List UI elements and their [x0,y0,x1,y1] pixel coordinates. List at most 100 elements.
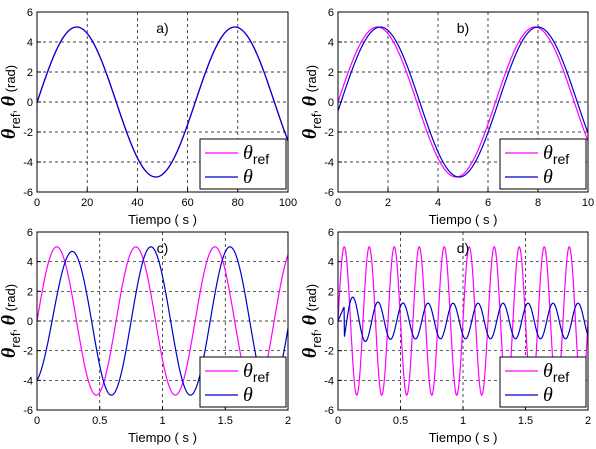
x-tick-label: 20 [81,197,93,209]
legend-box [499,356,587,408]
legend-symbol: θ [243,166,253,188]
legend-symbol: θ [543,142,553,164]
y-tick-label: 4 [27,37,33,49]
y-tick-label: -6 [324,405,334,417]
y-tick-label: 6 [328,227,334,239]
y-tick-label: -4 [324,375,334,387]
x-tick-label: 40 [131,197,143,209]
y-tick-label: 4 [27,257,33,269]
axes-frame [36,11,289,193]
y-label-theta: θ [0,95,20,106]
y-label-separator: , [304,325,319,332]
legend-box [499,138,587,190]
y-label-theta-ref: θ [0,347,20,358]
y-tick-label: 6 [27,227,33,239]
series-line-theta [337,296,589,343]
panel-label: a) [156,20,168,36]
x-tick-label: 0 [335,415,341,427]
y-axis-label: θref, θ (rad) [0,65,23,139]
legend-box [199,138,287,190]
legend-entry: θ [543,384,553,406]
legend-symbol: θ [243,384,253,406]
series-line-theta [36,246,289,396]
y-label-subscript: ref [8,113,23,129]
axes-frame [337,11,589,193]
y-tick-label: 0 [328,97,334,109]
x-tick-label: 2 [285,415,291,427]
y-tick-label: 2 [328,67,334,79]
y-label-subscript: ref [309,113,324,129]
x-axis-label: Tiempo ( s ) [128,212,197,227]
y-label-theta: θ [299,95,321,106]
y-tick-label: 0 [27,97,33,109]
y-label-unit: (rad) [304,284,319,315]
x-tick-label: 100 [279,197,297,209]
y-tick-label: -4 [324,157,334,169]
y-tick-label: 6 [328,7,334,19]
x-axis-label: Tiempo ( s ) [128,430,197,445]
axes-frame [337,231,589,411]
y-label-separator: , [3,106,18,113]
axes-frame [36,231,289,411]
legend-symbol: θ [543,360,553,382]
x-axis-label-text: Tiempo [128,212,171,227]
legend-symbol: θ [543,384,553,406]
y-label-unit: (rad) [304,65,319,96]
y-axis-label: θref, θ (rad) [0,284,23,358]
x-tick-label: 1 [159,415,165,427]
panel-label: c) [157,240,169,256]
y-tick-label: 4 [328,257,334,269]
y-tick-label: 2 [27,67,33,79]
y-label-theta: θ [0,314,20,325]
legend-subscript: ref [253,369,269,385]
legend-subscript: ref [553,151,569,167]
x-tick-label: 1 [460,415,466,427]
x-axis-label-unit: ( s ) [471,212,497,227]
legend-box [199,356,287,408]
y-tick-label: -2 [23,127,33,139]
y-tick-label: 0 [27,316,33,328]
y-label-theta-ref: θ [0,128,20,139]
x-tick-label: 0 [34,197,40,209]
y-label-theta: θ [299,314,321,325]
x-axis-label-text: Tiempo [128,430,171,445]
y-label-unit: (rad) [3,65,18,96]
legend-symbol: θ [243,360,253,382]
y-tick-label: -6 [23,187,33,199]
y-tick-label: 4 [328,37,334,49]
y-label-subscript: ref [8,332,23,348]
legend-entry: θ [243,166,253,188]
legend-symbol: θ [543,166,553,188]
y-label-separator: , [3,325,18,332]
x-tick-label: 1.5 [218,415,233,427]
x-tick-label: 4 [435,197,441,209]
panel-label: d) [457,240,469,256]
y-label-separator: , [304,106,319,113]
x-tick-label: 1.5 [518,415,533,427]
y-tick-label: -6 [324,187,334,199]
series-line-theta [337,26,589,178]
legend-entry: θref [543,360,569,385]
x-tick-label: 60 [181,197,193,209]
x-axis-label-unit: ( s ) [171,212,197,227]
series-line-theta [36,26,289,178]
x-tick-label: 0.5 [393,415,408,427]
panel-label: b) [457,20,469,36]
legend-entry: θ [243,384,253,406]
y-tick-label: -6 [23,405,33,417]
series-line-theta-ref [337,246,589,396]
x-axis-label-text: Tiempo [429,212,472,227]
y-tick-label: -2 [324,127,334,139]
x-axis-label-unit: ( s ) [471,430,497,445]
x-tick-label: 80 [232,197,244,209]
y-tick-label: 0 [328,316,334,328]
y-label-subscript: ref [309,332,324,348]
